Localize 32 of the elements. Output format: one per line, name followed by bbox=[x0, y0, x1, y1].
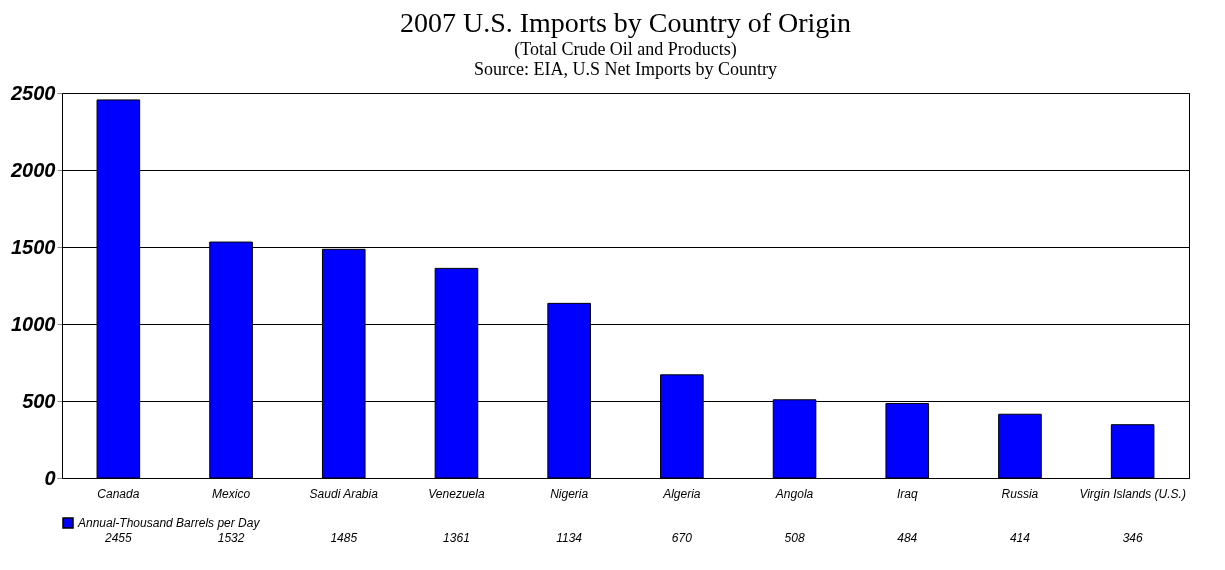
data-label: 1134 bbox=[556, 531, 583, 545]
x-tick-label: Algeria bbox=[662, 486, 701, 501]
y-tick-label: 1500 bbox=[11, 235, 56, 258]
data-label: 484 bbox=[897, 531, 918, 545]
x-tick-label: Virgin Islands (U.S.) bbox=[1079, 486, 1186, 501]
x-tick-label: Canada bbox=[97, 486, 140, 501]
bar bbox=[998, 413, 1042, 479]
data-label: 414 bbox=[1009, 531, 1031, 545]
x-tick-label: Iraq bbox=[896, 486, 918, 501]
y-tick-label: 2000 bbox=[10, 158, 56, 181]
chart-title: 2007 U.S. Imports by Country of Origin bbox=[399, 7, 852, 38]
data-label: 670 bbox=[671, 531, 693, 545]
data-label: 1361 bbox=[443, 531, 470, 545]
data-label: 1532 bbox=[217, 531, 245, 545]
y-tick-label: 0 bbox=[44, 466, 56, 489]
x-tick-label: Nigeria bbox=[550, 486, 589, 501]
bar bbox=[1110, 424, 1155, 479]
x-tick-label: Angola bbox=[774, 486, 814, 501]
data-label: 1485 bbox=[330, 531, 358, 545]
source-note: Source: EIA, U.S Net Imports by Country bbox=[474, 59, 777, 79]
y-tick-label: 2500 bbox=[10, 81, 56, 104]
data-label: 508 bbox=[784, 531, 805, 545]
x-tick-label: Saudi Arabia bbox=[309, 486, 379, 501]
legend-label: Annual-Thousand Barrels per Day bbox=[77, 516, 261, 530]
x-tick-label: Venezuela bbox=[428, 486, 485, 501]
y-tick-label: 1000 bbox=[11, 312, 56, 335]
x-tick-label: Russia bbox=[1001, 486, 1039, 501]
chart-subtitle: (Total Crude Oil and Products) bbox=[514, 39, 737, 60]
data-label: 2455 bbox=[104, 531, 133, 545]
x-tick-label: Mexico bbox=[212, 486, 251, 501]
data-label: 346 bbox=[1122, 531, 1143, 545]
y-tick-label: 500 bbox=[22, 389, 56, 412]
